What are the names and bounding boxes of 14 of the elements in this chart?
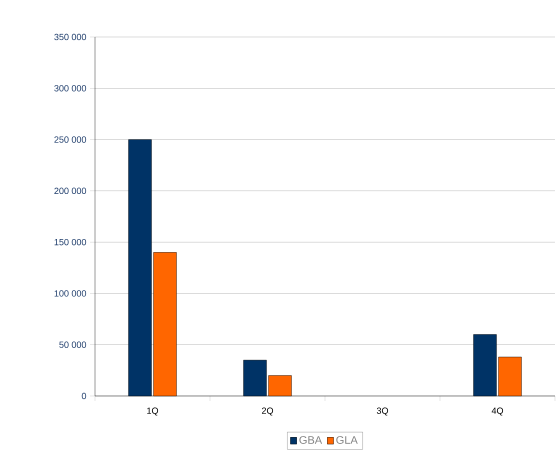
legend-label: GLA	[336, 436, 358, 444]
y-tick-label: 150 000	[54, 238, 86, 246]
y-tick-label: 350 000	[54, 34, 86, 40]
y-tick-label: 0	[82, 392, 86, 400]
x-tick-label: 3Q	[376, 408, 388, 416]
x-tick-label: 2Q	[262, 408, 274, 416]
x-tick-label: 4Q	[492, 408, 504, 416]
y-tick-label: 50 000	[59, 342, 86, 348]
y-tick-label: 250 000	[54, 136, 86, 143]
y-tick-label: 300 000	[54, 85, 86, 92]
y-tick-label: 100 000	[54, 290, 86, 297]
legend-label: GBA	[299, 436, 322, 444]
y-tick-label: 200 000	[54, 188, 86, 194]
x-tick-label: 1Q	[147, 408, 158, 416]
